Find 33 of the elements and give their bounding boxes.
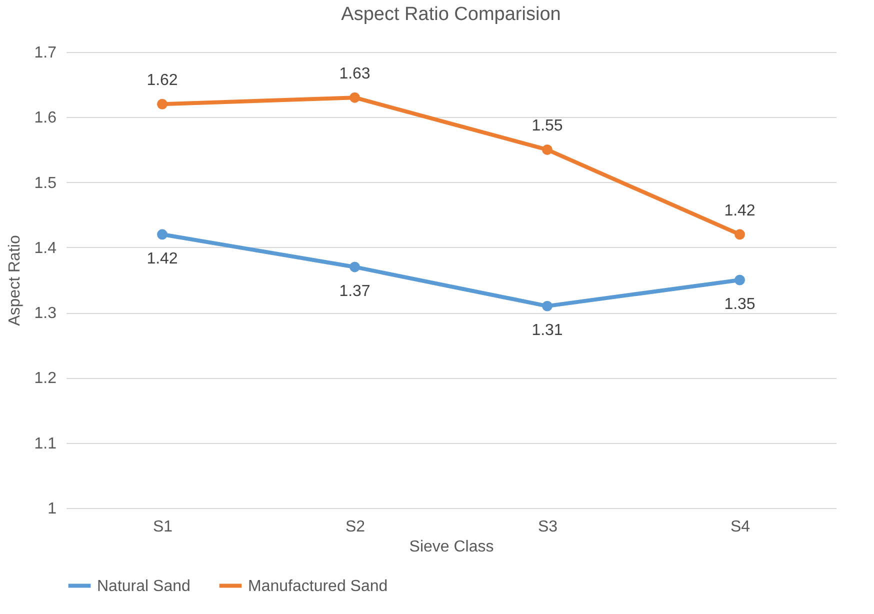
x-tick-label: S2: [345, 518, 366, 536]
legend-label: Natural Sand: [97, 578, 190, 595]
y-tick-label: 1.1: [34, 435, 57, 452]
point: [734, 229, 745, 240]
point: [350, 92, 360, 103]
x-axis-title: Sieve Class: [409, 538, 494, 556]
data-label: 1.35: [724, 296, 756, 313]
y-tick-label: 1.5: [34, 174, 57, 192]
data-label: 1.55: [532, 118, 563, 135]
point: [350, 262, 360, 272]
point: [157, 229, 168, 240]
x-tick-label: S3: [538, 518, 558, 536]
y-tick-label: 1.3: [34, 305, 57, 322]
legend-label: Manufactured Sand: [248, 578, 388, 595]
y-tick-label: 1: [48, 500, 57, 518]
data-label: 1.42: [146, 250, 178, 268]
chart-title: Aspect Ratio Comparision: [341, 4, 561, 25]
data-label: 1.37: [339, 282, 370, 300]
point: [157, 98, 168, 110]
y-tick-label: 1.6: [34, 110, 57, 127]
point: [542, 144, 552, 155]
point: [542, 300, 552, 312]
y-axis-title: Aspect Ratio: [6, 235, 24, 326]
point: [734, 274, 745, 286]
y-tick-label: 1.4: [34, 240, 57, 257]
y-tick-label: 1.2: [34, 370, 57, 388]
data-label: 1.31: [532, 322, 563, 340]
data-label: 1.42: [724, 202, 756, 220]
x-tick-label: S4: [730, 518, 750, 536]
data-label: 1.62: [146, 72, 178, 90]
y-tick-label: 1.7: [34, 44, 57, 62]
x-tick-label: S1: [152, 518, 173, 536]
data-label: 1.63: [339, 66, 370, 83]
